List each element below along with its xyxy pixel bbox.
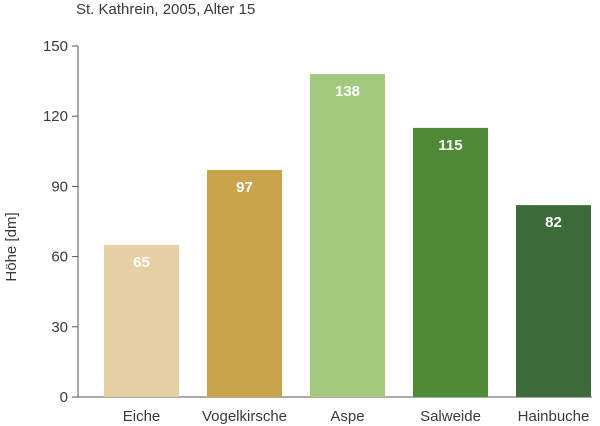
chart-title: St. Kathrein, 2005, Alter 15 — [76, 1, 255, 18]
bar-eiche — [104, 244, 179, 397]
x-axis-category-labels: Eiche Vogelkirsche Aspe Salweide Hainbuche — [123, 408, 590, 425]
x-category-label: Hainbuche — [518, 408, 590, 425]
bar-value-label: 82 — [545, 214, 562, 231]
x-category-label: Vogelkirsche — [202, 408, 287, 425]
bar-aspe — [310, 74, 385, 397]
bar-value-label: 138 — [335, 83, 360, 100]
x-category-label: Aspe — [330, 408, 364, 425]
x-category-label: Salweide — [420, 408, 481, 425]
y-tick-label: 30 — [51, 319, 68, 336]
bars — [104, 74, 591, 398]
bar-hainbuche — [516, 205, 591, 397]
bar-vogelkirsche — [207, 170, 282, 397]
y-axis-ticks: 0 30 60 90 120 150 — [43, 38, 78, 406]
bar-salweide — [413, 127, 488, 398]
y-tick-label: 60 — [51, 249, 68, 266]
bar-value-label: 115 — [438, 137, 462, 154]
y-tick-label: 150 — [43, 38, 68, 55]
y-tick-label: 0 — [60, 389, 68, 406]
bar-value-label: 97 — [236, 179, 253, 196]
y-tick-label: 90 — [51, 178, 68, 195]
y-tick-label: 120 — [43, 108, 68, 125]
y-axis-label: Höhe [dm] — [3, 212, 20, 281]
bar-value-label: 65 — [133, 254, 150, 271]
x-category-label: Eiche — [123, 408, 161, 425]
bar-value-labels: 65 97 138 115 82 — [133, 83, 562, 271]
